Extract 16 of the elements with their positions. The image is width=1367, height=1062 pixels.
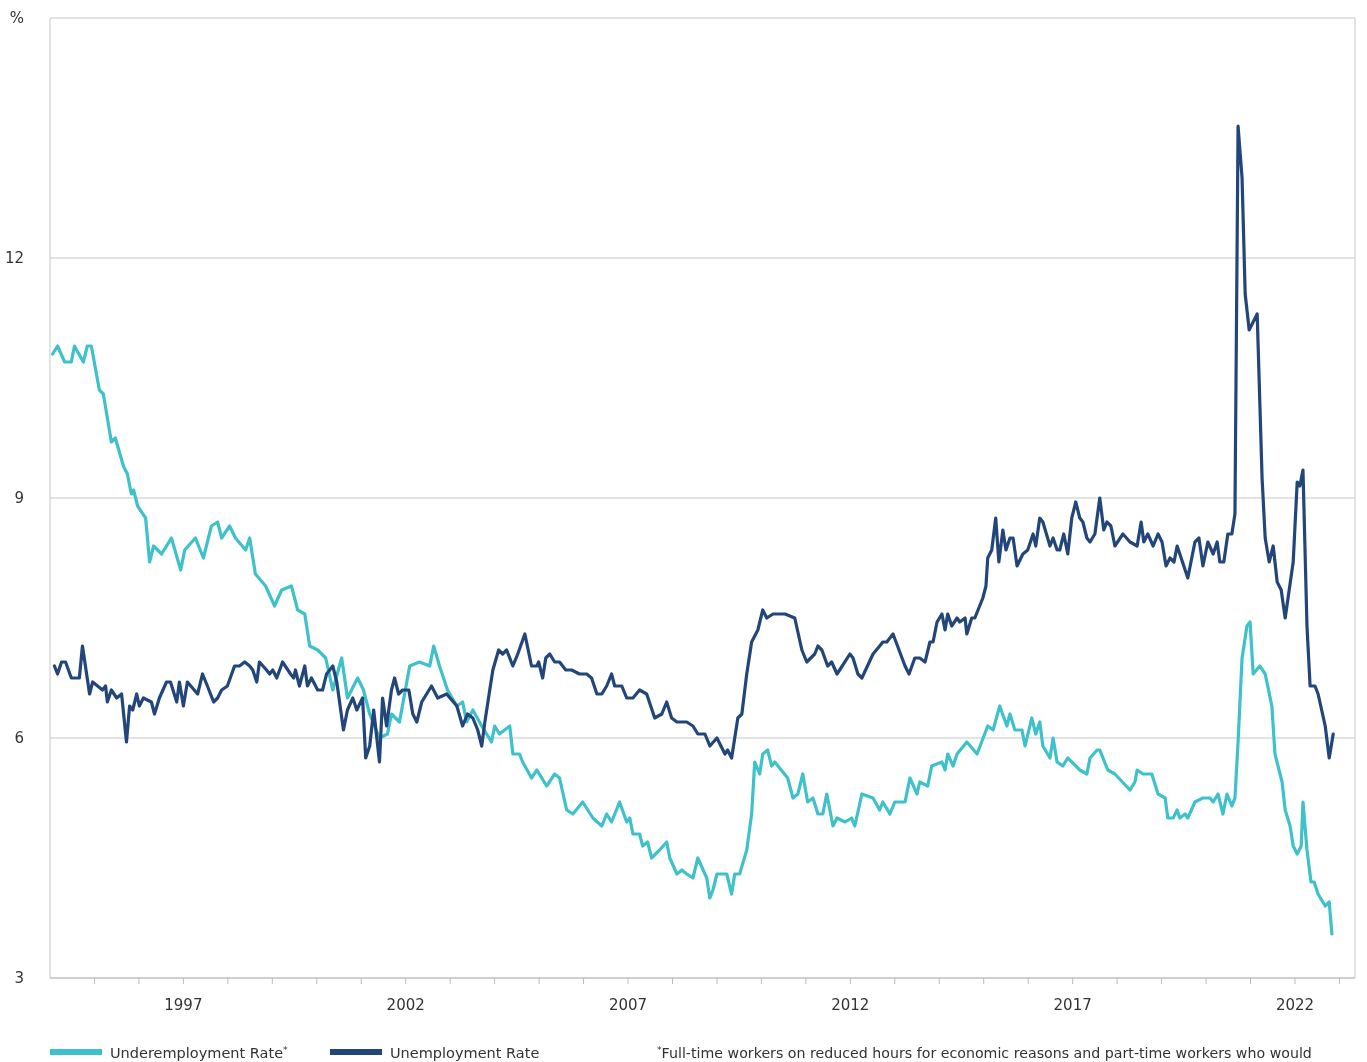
x-tick-label: 2017 bbox=[1053, 996, 1092, 1014]
x-tick-label: 2022 bbox=[1275, 996, 1315, 1014]
legend-label: Underemployment Rate$^{*}$ bbox=[110, 1043, 289, 1061]
x-tick-label: 1997 bbox=[164, 996, 203, 1014]
legend-label: Unemployment Rate bbox=[390, 1045, 540, 1061]
y-tick-label: 6 bbox=[14, 729, 24, 747]
x-tick-label: 2002 bbox=[386, 996, 425, 1014]
x-tick-label: 2007 bbox=[608, 996, 648, 1014]
line-series bbox=[51, 344, 1334, 936]
y-axis-title: % bbox=[9, 9, 24, 27]
y-tick-label: 3 bbox=[14, 969, 24, 987]
x-tick-label: 2012 bbox=[831, 996, 870, 1014]
y-tick-label: 12 bbox=[4, 249, 24, 267]
text: $^{*}$Full-time workers on reduced hours for economic reasons and part-time workers who would bbox=[657, 1043, 1312, 1061]
y-tick-label: 9 bbox=[14, 489, 24, 507]
line-series bbox=[52, 124, 1335, 764]
